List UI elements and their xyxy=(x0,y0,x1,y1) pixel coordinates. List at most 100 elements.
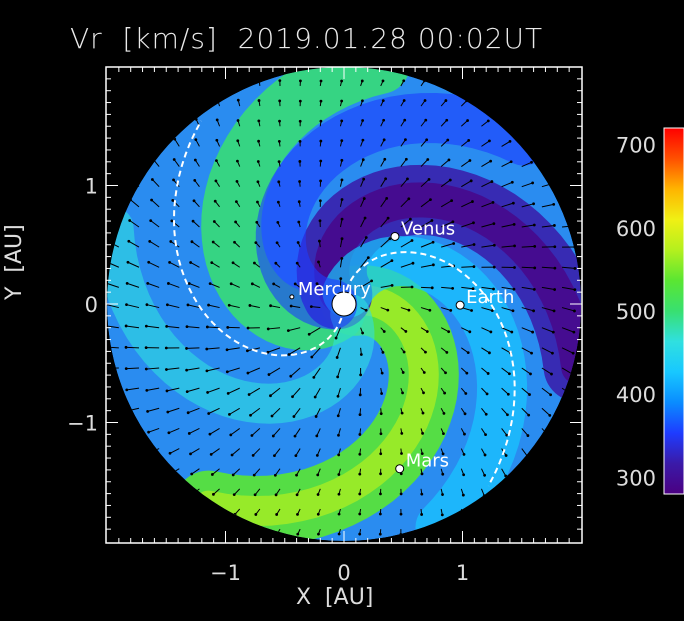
velocity-arrowhead xyxy=(401,391,404,395)
velocity-arrowhead xyxy=(298,160,302,163)
velocity-arrowhead xyxy=(528,393,531,396)
velocity-arrowhead xyxy=(207,412,211,415)
velocity-arrowhead xyxy=(382,138,386,142)
velocity-arrowhead xyxy=(126,260,130,264)
velocity-arrow xyxy=(166,367,180,371)
velocity-arrowhead xyxy=(278,119,281,123)
velocity-arrowhead xyxy=(406,177,409,181)
velocity-arrow xyxy=(253,468,261,476)
velocity-arrow xyxy=(360,198,365,208)
velocity-arrowhead xyxy=(286,329,290,333)
velocity-arrow xyxy=(541,266,555,269)
velocity-arrow xyxy=(521,182,533,188)
velocity-arrowhead xyxy=(451,286,455,290)
velocity-arrowhead xyxy=(484,433,487,437)
velocity-arrow xyxy=(150,220,160,228)
earth-label: Earth xyxy=(466,287,514,308)
velocity-arrow xyxy=(501,327,513,333)
velocity-arrow xyxy=(541,407,551,416)
velocity-arrowhead xyxy=(257,119,261,123)
velocity-arrowhead xyxy=(404,157,408,161)
velocity-arrow xyxy=(209,283,220,288)
velocity-arrow xyxy=(292,387,301,397)
velocity-arrow xyxy=(481,140,490,147)
velocity-arrowhead xyxy=(548,414,552,417)
velocity-arrow xyxy=(130,199,140,208)
velocity-arrowhead xyxy=(151,157,155,161)
velocity-arrowhead xyxy=(472,243,476,246)
velocity-arrowhead xyxy=(318,199,322,203)
velocity-arrowhead xyxy=(206,391,210,394)
velocity-arrowhead xyxy=(171,198,175,202)
velocity-arrowhead xyxy=(211,240,215,244)
velocity-arrowhead xyxy=(482,494,486,498)
velocity-arrow xyxy=(168,427,180,434)
velocity-arrowhead xyxy=(273,473,277,477)
velocity-arrowhead xyxy=(278,79,282,83)
velocity-arrowhead xyxy=(315,453,319,457)
velocity-arrowhead xyxy=(407,308,411,312)
colorbar-tick-label: 500 xyxy=(616,300,656,324)
velocity-arrow xyxy=(440,221,454,228)
velocity-arrow xyxy=(380,260,393,268)
velocity-arrowhead xyxy=(172,158,176,161)
velocity-arrowhead xyxy=(489,159,493,163)
velocity-arrowhead xyxy=(386,216,390,220)
velocity-arrowhead xyxy=(186,303,190,307)
velocity-arrow xyxy=(250,407,261,416)
velocity-arrowhead xyxy=(400,411,404,415)
velocity-arrowhead xyxy=(236,159,239,163)
colorbar: 300 400 500 600 700 xyxy=(616,127,684,495)
velocity-arrow xyxy=(360,217,366,228)
velocity-arrowhead xyxy=(470,309,473,312)
velocity-arrowhead xyxy=(298,99,302,103)
velocity-arrowhead xyxy=(552,224,556,227)
velocity-arrowhead xyxy=(293,434,297,438)
velocity-arrowhead xyxy=(532,202,535,206)
velocity-arrowhead xyxy=(382,118,386,122)
velocity-arrow xyxy=(561,347,574,354)
velocity-arrowhead xyxy=(257,99,261,102)
velocity-arrowhead xyxy=(214,179,218,183)
velocity-arrow xyxy=(268,327,281,330)
velocity-arrow xyxy=(501,387,509,395)
velocity-arrow xyxy=(521,307,534,312)
velocity-arrowhead xyxy=(272,282,276,286)
velocity-arrowhead xyxy=(463,432,466,436)
velocity-arrowhead xyxy=(572,224,576,228)
velocity-arrow xyxy=(247,367,261,374)
velocity-arrowhead xyxy=(212,220,216,223)
velocity-arrow xyxy=(461,244,475,248)
velocity-arrowhead xyxy=(189,452,192,456)
velocity-arrowhead xyxy=(275,241,279,245)
velocity-arrowhead xyxy=(483,453,487,457)
velocity-arrowhead xyxy=(246,371,250,375)
velocity-arrowhead xyxy=(361,138,365,142)
velocity-arrowhead xyxy=(358,452,362,456)
velocity-arrowhead xyxy=(552,309,556,313)
velocity-arrow xyxy=(380,238,391,248)
velocity-arrowhead xyxy=(366,256,370,259)
velocity-arrow xyxy=(360,257,369,268)
velocity-arrow xyxy=(174,138,180,147)
velocity-arrowhead xyxy=(194,117,198,121)
velocity-arrow xyxy=(501,202,514,208)
velocity-arrowhead xyxy=(172,178,175,182)
velocity-arrow xyxy=(148,427,160,433)
velocity-arrowhead xyxy=(340,198,344,201)
velocity-arrow xyxy=(481,367,489,374)
velocity-arrowhead xyxy=(212,492,215,496)
velocity-arrow xyxy=(187,387,200,393)
velocity-arrowhead xyxy=(247,393,251,396)
x-tick-label: −1 xyxy=(210,561,241,585)
velocity-arrowhead xyxy=(168,451,172,455)
velocity-arrowhead xyxy=(278,99,282,103)
velocity-arrowhead xyxy=(229,433,233,437)
velocity-arrowhead xyxy=(205,347,209,351)
velocity-arrowhead xyxy=(445,118,449,122)
velocity-arrowhead xyxy=(193,178,197,182)
velocity-arrow xyxy=(208,407,220,414)
velocity-arrowhead xyxy=(491,201,495,204)
velocity-arrowhead xyxy=(423,79,426,83)
chart-title: Vr [km/s] 2019.01.28 00:02UT xyxy=(70,22,544,55)
